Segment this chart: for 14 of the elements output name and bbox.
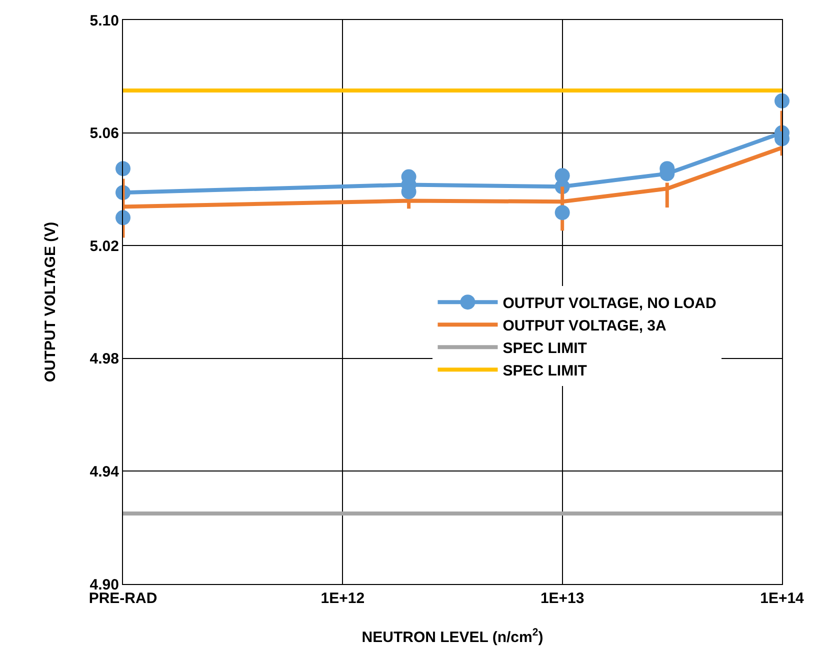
y-tick-label: 5.02 [90,238,119,255]
y-tick-label: 4.98 [90,350,119,368]
x-axis-title: NEUTRON LEVEL (n/cm$^{2}$) [362,626,544,646]
x-tick-label: 1E+14 [760,590,805,607]
y-tick-label: 5.06 [90,125,119,142]
legend-label: SPEC LIMIT [502,362,587,380]
y-axis-title: OUTPUT VOLTAGE (V) [42,222,60,382]
x-tick-label: 1E+13 [540,590,584,607]
x-tick-label: 1E+12 [320,590,365,607]
y-tick-label: 5.10 [90,12,119,30]
legend-label: OUTPUT VOLTAGE, 3A [502,317,667,334]
legend-label: OUTPUT VOLTAGE, NO LOAD [502,294,716,312]
y-tick-label: 4.94 [90,463,120,480]
legend-label: SPEC LIMIT [502,340,587,357]
